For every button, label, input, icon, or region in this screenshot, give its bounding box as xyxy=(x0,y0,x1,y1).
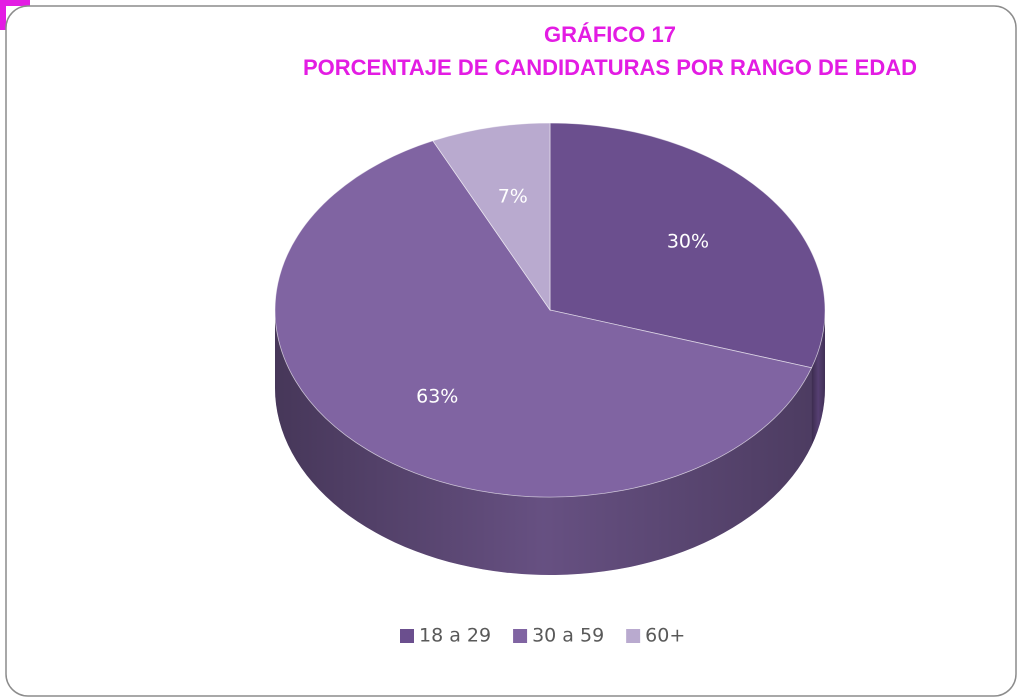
slice xyxy=(432,122,551,312)
corner-accent xyxy=(0,0,30,30)
chart-title: GRÁFICO 17 xyxy=(544,22,676,47)
slice-side-shade xyxy=(811,310,825,446)
legend-swatch xyxy=(626,629,641,643)
data-label: 63% xyxy=(416,385,458,407)
legend-swatch xyxy=(400,629,414,643)
legend-swatch xyxy=(513,629,528,643)
chart-subtitle: PORCENTAJE DE CANDIDATURAS POR RANGO DE … xyxy=(303,55,917,80)
pie: 30% 63% 7% xyxy=(274,122,826,575)
data-label: 7% xyxy=(498,185,528,207)
legend-label: 60+ xyxy=(645,625,685,647)
legend-label: 18 a 29 xyxy=(419,625,491,647)
slice xyxy=(274,140,813,498)
legend-label: 30 a 59 xyxy=(532,625,604,647)
legend: 18 a 29 30 a 59 60+ xyxy=(400,625,685,647)
data-label: 30% xyxy=(667,230,709,252)
slice-side-shade xyxy=(275,310,812,575)
slice xyxy=(549,122,826,369)
